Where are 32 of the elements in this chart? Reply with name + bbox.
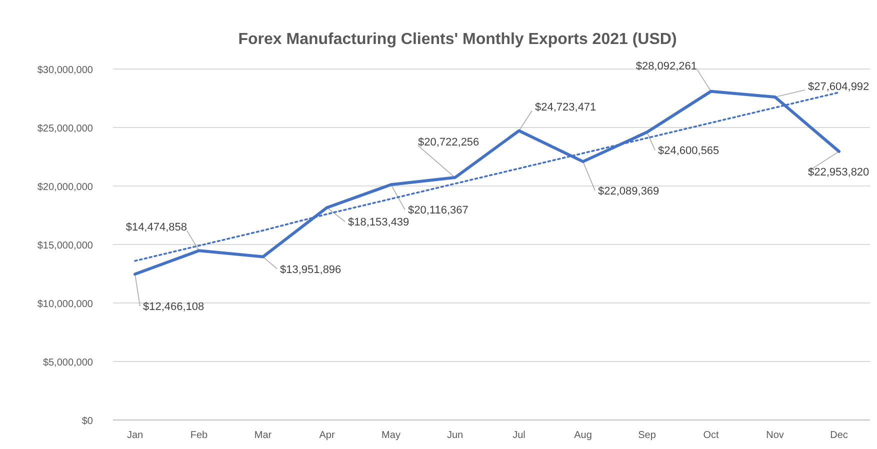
x-tick-label: Aug (574, 430, 592, 441)
y-tick-label: $25,000,000 (37, 124, 94, 134)
data-label: $14,474,858 (126, 222, 187, 234)
data-label: $20,116,367 (408, 204, 468, 217)
x-tick-label: Sep (638, 430, 656, 441)
y-tick-label: $10,000,000 (37, 299, 94, 310)
data-label: $22,089,369 (598, 186, 660, 198)
x-tick-label: Oct (703, 430, 719, 441)
y-tick-label: $30,000,000 (37, 65, 94, 76)
chart-title: Forex Manufacturing Clients' Monthly Exports 2021 (USD) (238, 31, 677, 48)
data-label: $24,600,565 (658, 145, 720, 158)
data-label: $28,092,261 (636, 60, 697, 72)
x-tick-label: Mar (254, 430, 272, 441)
data-label: $27,604,992 (808, 81, 870, 94)
y-tick-label: $0 (82, 416, 94, 427)
x-tick-label: Apr (319, 430, 336, 441)
x-tick-label: Feb (190, 430, 208, 441)
x-tick-label: Dec (830, 430, 848, 441)
data-label: $22,953,820 (808, 166, 870, 178)
data-label: $24,723,471 (535, 102, 596, 114)
data-label: $20,722,256 (418, 136, 480, 149)
y-tick-label: $15,000,000 (37, 240, 94, 252)
x-tick-label: Jul (512, 430, 526, 441)
x-tick-label: Nov (766, 430, 784, 441)
x-tick-label: Jan (126, 430, 144, 441)
y-tick-label: $5,000,000 (42, 358, 94, 368)
data-label: $13,951,896 (280, 264, 342, 276)
x-tick-label: May (382, 430, 400, 441)
data-label: $12,466,108 (143, 301, 204, 314)
data-label: $18,153,439 (348, 216, 410, 229)
y-tick-label: $20,000,000 (37, 182, 94, 193)
x-tick-label: Jun (446, 430, 464, 441)
